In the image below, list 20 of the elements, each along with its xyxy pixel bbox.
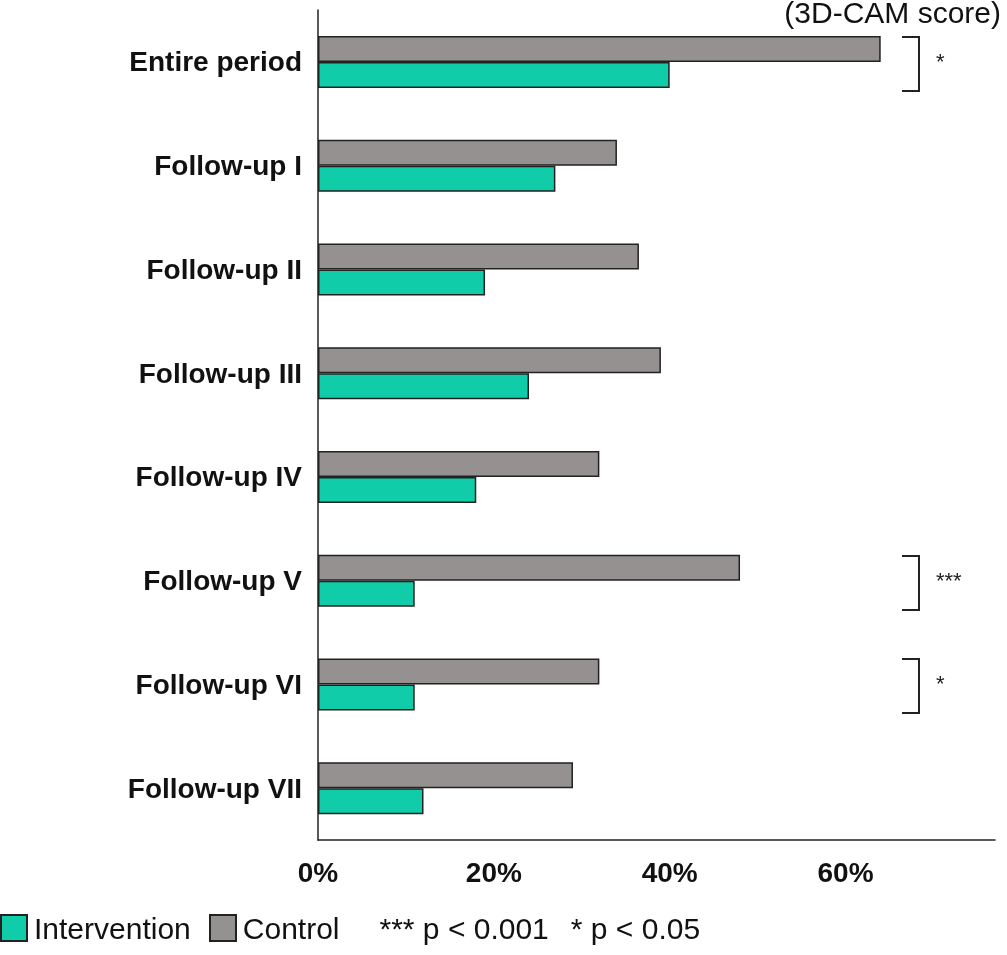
text: *** p < 0.001 — [379, 912, 549, 945]
y-tick-label: Follow-up I — [154, 150, 302, 182]
x-tick-label: 0% — [297, 856, 339, 888]
y-tick-label: Follow-up VI — [135, 668, 302, 700]
y-tick-label: Follow-up IV — [135, 461, 303, 493]
y-tick-label: Follow-up VII — [127, 772, 302, 804]
x-tick-label: 20% — [465, 856, 522, 888]
x-tick-label: 60% — [817, 856, 874, 888]
annotation: * — [936, 48, 945, 74]
legend-label: Control — [241, 912, 340, 945]
annotation: *** — [936, 567, 962, 593]
chart-subtitle: (3D-CAM score) — [784, 0, 1001, 30]
legend-label: Intervention — [33, 912, 191, 945]
y-tick-label: Entire period — [129, 46, 302, 78]
y-tick-label: Follow-up II — [146, 253, 302, 285]
y-tick-label: Follow-up V — [143, 565, 303, 597]
annotation: * — [936, 671, 945, 697]
text: * p < 0.05 — [570, 912, 701, 945]
y-tick-label: Follow-up III — [138, 357, 302, 389]
x-tick-label: 40% — [641, 856, 698, 888]
